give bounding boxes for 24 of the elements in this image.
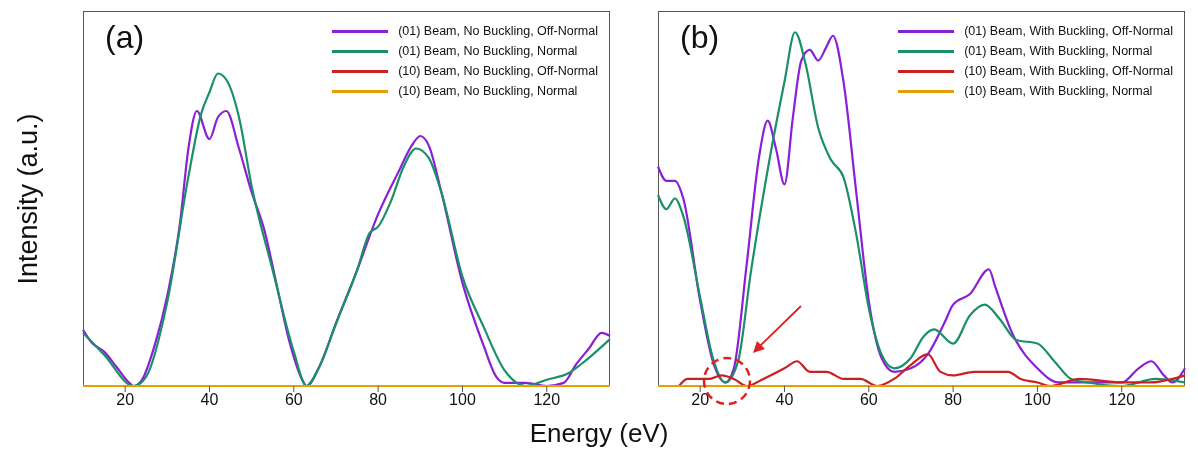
- x-tick-label: 80: [369, 391, 388, 409]
- legend-label: (10) Beam, With Buckling, Off-Normal: [964, 64, 1173, 78]
- x-tick-label: 40: [775, 391, 794, 409]
- x-tick-label: 60: [284, 391, 303, 409]
- y-axis-title: Intensity (a.u.): [12, 112, 44, 285]
- chart-title: (a): [105, 19, 145, 56]
- legend-label: (01) Beam, No Buckling, Off-Normal: [398, 24, 598, 38]
- x-axis-title: Energy (eV): [528, 418, 670, 449]
- legend-label: (10) Beam, No Buckling, Normal: [398, 84, 578, 98]
- x-tick-label: 100: [449, 391, 476, 409]
- x-tick-label: 20: [691, 391, 710, 409]
- x-tick-label: 120: [1108, 391, 1136, 409]
- legend-label: (10) Beam, No Buckling, Off-Normal: [398, 64, 598, 78]
- x-tick-label: 60: [859, 391, 878, 409]
- x-tick-label: 120: [533, 391, 561, 409]
- legend-label: (10) Beam, With Buckling, Normal: [964, 84, 1153, 98]
- legend-label: (01) Beam, With Buckling, Off-Normal: [964, 24, 1173, 38]
- legend-label: (01) Beam, No Buckling, Normal: [398, 44, 578, 58]
- x-tick-label: 80: [944, 391, 963, 409]
- chart-title: (b): [680, 19, 720, 56]
- x-tick-label: 20: [116, 391, 135, 409]
- x-tick-label: 40: [200, 391, 219, 409]
- legend-label: (01) Beam, With Buckling, Normal: [964, 44, 1153, 58]
- x-tick-label: 100: [1024, 391, 1051, 409]
